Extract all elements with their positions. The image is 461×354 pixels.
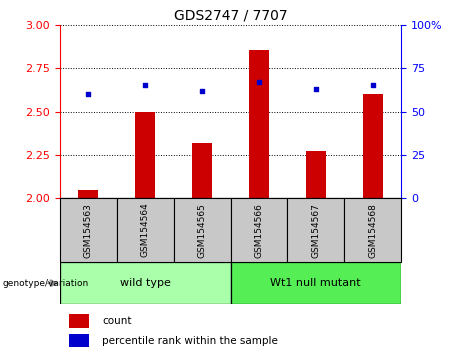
Text: GSM154563: GSM154563 [84, 202, 93, 258]
Text: GSM154565: GSM154565 [198, 202, 207, 258]
Bar [135, 112, 155, 198]
Bar [69, 334, 89, 347]
Bar [230, 198, 287, 262]
Bar [287, 198, 344, 262]
Bar [117, 198, 174, 262]
Text: count: count [102, 316, 132, 326]
Text: Wt1 null mutant: Wt1 null mutant [271, 278, 361, 288]
Bar [60, 262, 230, 304]
Bar [174, 198, 230, 262]
Title: GDS2747 / 7707: GDS2747 / 7707 [174, 8, 287, 22]
Text: GSM154564: GSM154564 [141, 203, 150, 257]
Bar [344, 198, 401, 262]
Point [255, 79, 263, 85]
Bar [230, 262, 401, 304]
Bar [192, 143, 212, 198]
Bar [363, 94, 383, 198]
Bar [69, 314, 89, 328]
Text: GSM154566: GSM154566 [254, 202, 263, 258]
Text: GSM154568: GSM154568 [368, 202, 377, 258]
Bar [78, 190, 98, 198]
Point [85, 91, 92, 97]
Point [312, 86, 319, 92]
Text: genotype/variation: genotype/variation [2, 279, 89, 288]
Bar [60, 198, 117, 262]
Bar [249, 50, 269, 198]
Point [142, 82, 149, 88]
Point [198, 88, 206, 93]
Text: percentile rank within the sample: percentile rank within the sample [102, 336, 278, 346]
Text: GSM154567: GSM154567 [311, 202, 320, 258]
Bar [306, 152, 326, 198]
Point [369, 82, 376, 88]
Text: wild type: wild type [120, 278, 171, 288]
